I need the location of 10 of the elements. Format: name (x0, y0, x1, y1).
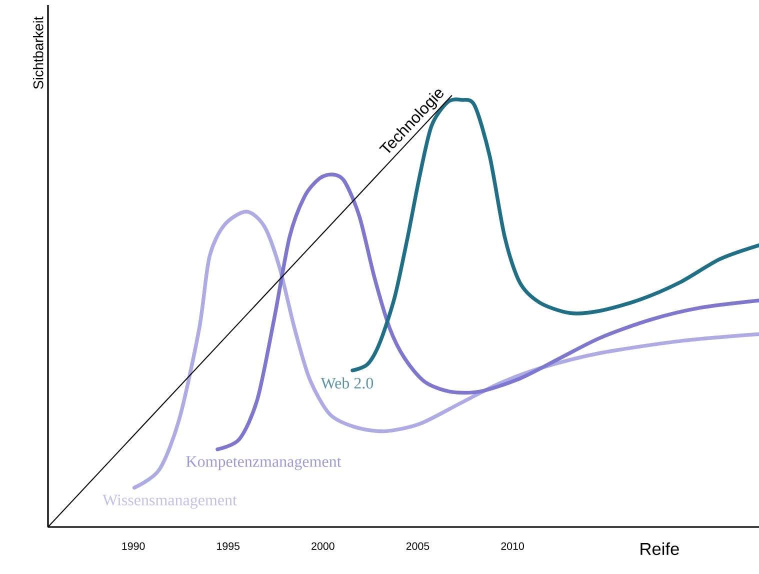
x-tick-label: 1990 (122, 542, 145, 550)
x-axis-title: Reife (640, 542, 679, 556)
y-axis-title: Sichtbarkeit (33, 16, 44, 89)
x-tick-label: 2000 (312, 542, 334, 550)
series-label: Wissensmanagement (102, 494, 237, 509)
x-tick-label: 2005 (406, 542, 430, 550)
x-tick-label: 1995 (217, 542, 240, 550)
series-label: Web 2.0 (320, 377, 374, 389)
text: Kompetenzmanagement (186, 456, 342, 470)
x-tick-label: 2010 (501, 542, 524, 550)
